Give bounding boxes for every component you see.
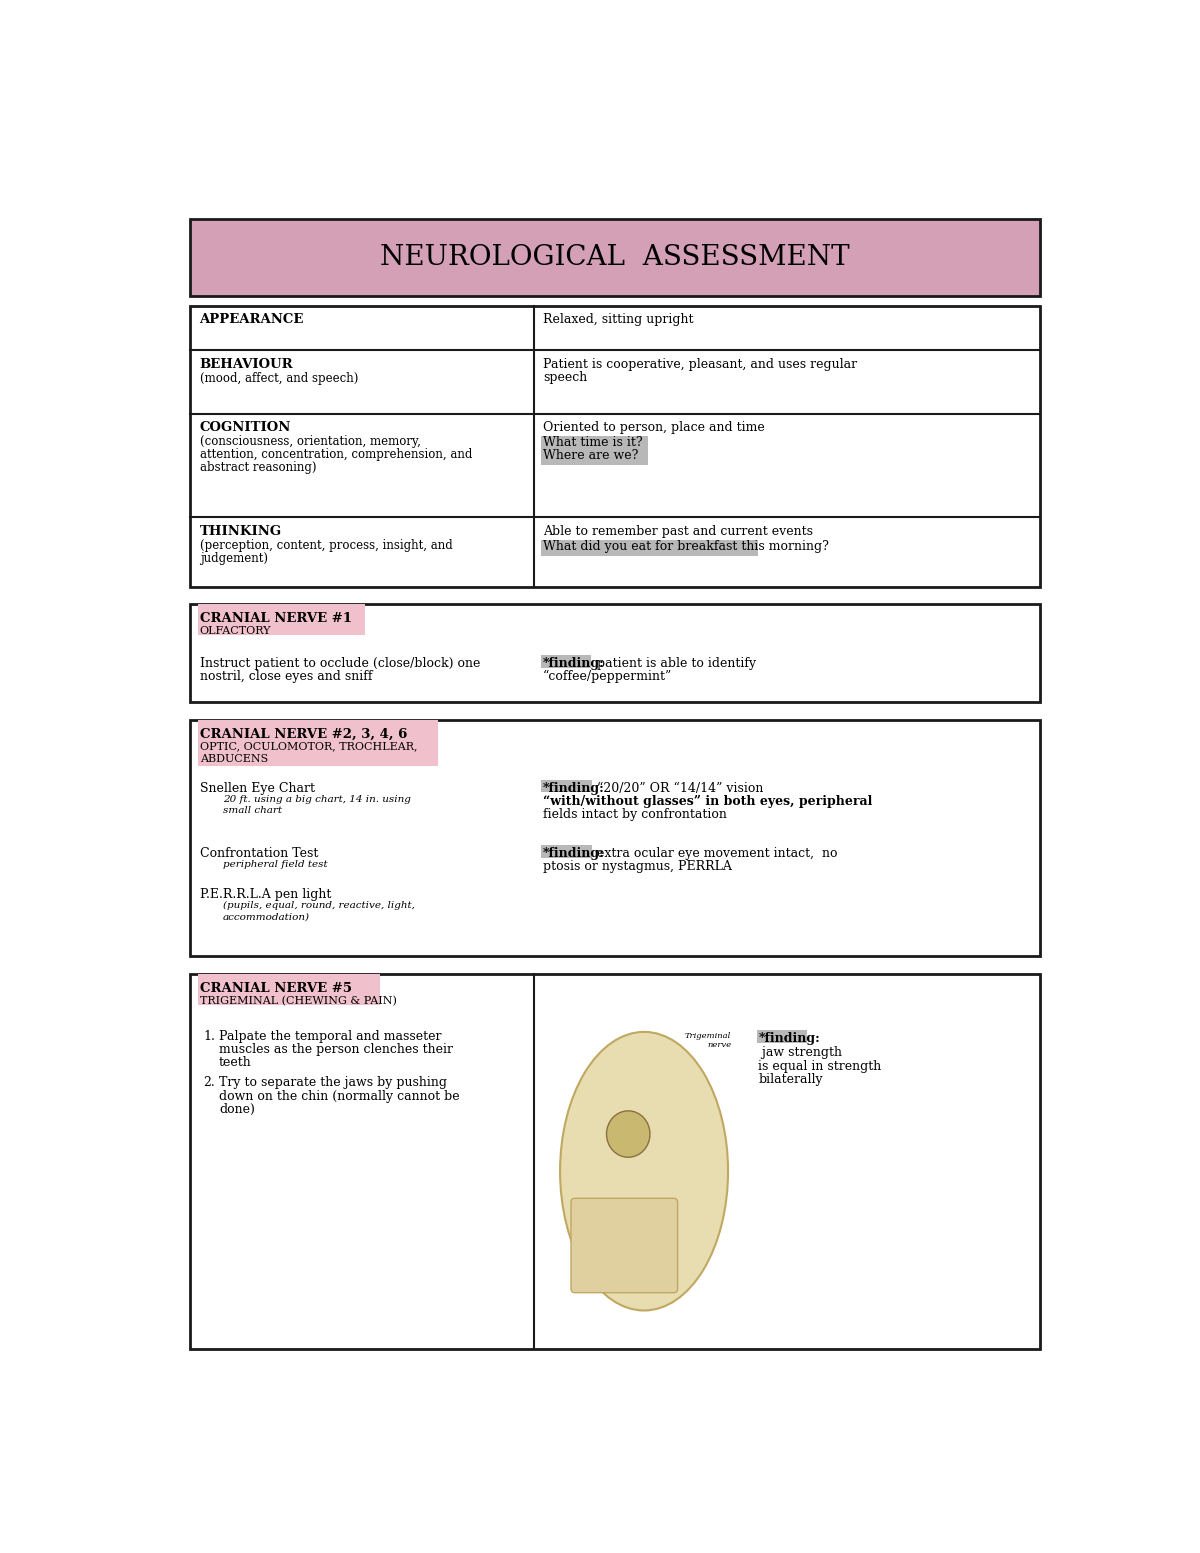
Text: attention, concentration, comprehension, and: attention, concentration, comprehension,…	[199, 449, 472, 461]
Text: jaw strength: jaw strength	[758, 1045, 842, 1059]
Text: CRANIAL NERVE #2, 3, 4, 6: CRANIAL NERVE #2, 3, 4, 6	[199, 728, 407, 741]
Text: speech: speech	[542, 371, 587, 384]
Text: 2.: 2.	[204, 1076, 215, 1090]
Text: down on the chin (normally cannot be: down on the chin (normally cannot be	[218, 1090, 460, 1103]
Text: Patient is cooperative, pleasant, and uses regular: Patient is cooperative, pleasant, and us…	[542, 359, 857, 371]
Text: Oriented to person, place and time: Oriented to person, place and time	[542, 421, 764, 435]
Text: “with/without glasses” in both eyes, peripheral: “with/without glasses” in both eyes, per…	[542, 795, 872, 808]
Text: OLFACTORY: OLFACTORY	[199, 626, 271, 637]
Text: 20 ft. using a big chart, 14 in. using: 20 ft. using a big chart, 14 in. using	[223, 795, 410, 803]
Text: *finding:: *finding:	[542, 781, 605, 795]
Ellipse shape	[606, 1110, 650, 1157]
Text: *finding:: *finding:	[542, 846, 605, 860]
Text: Try to separate the jaws by pushing: Try to separate the jaws by pushing	[218, 1076, 446, 1090]
Text: APPEARANCE: APPEARANCE	[199, 314, 304, 326]
Text: (pupils, equal, round, reactive, light,: (pupils, equal, round, reactive, light,	[223, 901, 415, 910]
Text: COGNITION: COGNITION	[199, 421, 290, 435]
Text: 1.: 1.	[204, 1030, 215, 1042]
FancyBboxPatch shape	[571, 1199, 678, 1292]
Bar	[191, 306, 1039, 587]
Bar	[541, 540, 758, 556]
Text: ABDUCENS: ABDUCENS	[199, 753, 268, 764]
Text: “coffee/peppermint”: “coffee/peppermint”	[542, 669, 672, 683]
Text: OPTIC, OCULOMOTOR, TROCHLEAR,: OPTIC, OCULOMOTOR, TROCHLEAR,	[199, 741, 418, 752]
Bar	[541, 436, 648, 464]
Text: Able to remember past and current events: Able to remember past and current events	[542, 525, 812, 539]
Bar	[198, 604, 365, 635]
Text: done): done)	[218, 1103, 254, 1115]
Text: patient is able to identify: patient is able to identify	[593, 657, 756, 669]
Text: abstract reasoning): abstract reasoning)	[199, 461, 316, 474]
Text: CRANIAL NERVE #1: CRANIAL NERVE #1	[199, 612, 352, 626]
Text: What did you eat for breakfast this morning?: What did you eat for breakfast this morn…	[542, 540, 829, 553]
Text: Trigeminal: Trigeminal	[685, 1031, 731, 1041]
Text: BEHAVIOUR: BEHAVIOUR	[199, 359, 293, 371]
Text: muscles as the person clenches their: muscles as the person clenches their	[218, 1042, 452, 1056]
Bar	[541, 655, 590, 668]
Text: accommodation): accommodation)	[223, 913, 310, 921]
Text: Where are we?: Where are we?	[542, 449, 638, 461]
Text: NEUROLOGICAL  ASSESSMENT: NEUROLOGICAL ASSESSMENT	[380, 244, 850, 272]
Text: *finding:: *finding:	[758, 1031, 820, 1045]
Bar	[198, 721, 438, 766]
Text: *finding:: *finding:	[542, 657, 605, 669]
Text: (mood, affect, and speech): (mood, affect, and speech)	[199, 371, 358, 385]
Text: Instruct patient to occlude (close/block) one: Instruct patient to occlude (close/block…	[199, 657, 480, 669]
Text: P.E.R.R.L.A pen light: P.E.R.R.L.A pen light	[199, 888, 331, 901]
Text: fields intact by confrontation: fields intact by confrontation	[542, 808, 727, 820]
Text: bilaterally: bilaterally	[758, 1073, 823, 1087]
Text: peripheral field test: peripheral field test	[223, 860, 328, 870]
Text: small chart: small chart	[223, 806, 282, 815]
Text: is equal in strength: is equal in strength	[758, 1059, 882, 1073]
Text: ptosis or nystagmus, PERRLA: ptosis or nystagmus, PERRLA	[542, 860, 732, 873]
Text: nerve: nerve	[707, 1041, 731, 1050]
Text: (perception, content, process, insight, and: (perception, content, process, insight, …	[199, 539, 452, 551]
Bar	[191, 974, 1039, 1350]
Bar	[757, 1030, 808, 1042]
Text: judgement): judgement)	[199, 553, 268, 565]
Text: Relaxed, sitting upright: Relaxed, sitting upright	[542, 314, 694, 326]
Text: Palpate the temporal and masseter: Palpate the temporal and masseter	[218, 1030, 442, 1042]
Text: Snellen Eye Chart: Snellen Eye Chart	[199, 781, 314, 795]
Text: teeth: teeth	[218, 1056, 252, 1068]
Text: What time is it?: What time is it?	[542, 436, 642, 449]
Text: extra ocular eye movement intact,  no: extra ocular eye movement intact, no	[593, 846, 838, 860]
Bar	[198, 974, 380, 1005]
Bar	[191, 219, 1039, 297]
Text: CRANIAL NERVE #5: CRANIAL NERVE #5	[199, 981, 352, 995]
Text: nostril, close eyes and sniff: nostril, close eyes and sniff	[199, 669, 372, 683]
Text: TRIGEMINAL (CHEWING & PAIN): TRIGEMINAL (CHEWING & PAIN)	[199, 995, 396, 1006]
Bar	[541, 780, 592, 792]
Bar	[191, 721, 1039, 957]
Text: “20/20” OR “14/14” vision: “20/20” OR “14/14” vision	[593, 781, 763, 795]
Text: THINKING: THINKING	[199, 525, 282, 539]
Bar	[191, 604, 1039, 702]
Bar	[541, 845, 592, 857]
Ellipse shape	[560, 1031, 728, 1311]
Text: Confrontation Test: Confrontation Test	[199, 846, 318, 860]
Text: (consciousness, orientation, memory,: (consciousness, orientation, memory,	[199, 435, 420, 449]
